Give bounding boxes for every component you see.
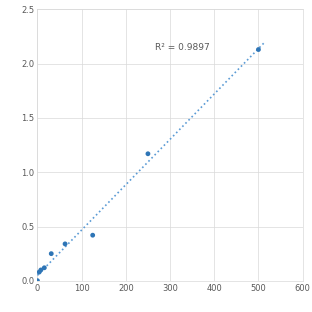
- Point: [256, 47, 261, 52]
- Point: [38, 267, 43, 272]
- Point: [37, 270, 42, 275]
- Point: [42, 265, 47, 270]
- Text: R² = 0.9897: R² = 0.9897: [154, 43, 209, 52]
- Point: [35, 278, 40, 283]
- Point: [90, 233, 95, 238]
- Point: [145, 151, 150, 156]
- Point: [63, 241, 68, 246]
- Point: [49, 251, 54, 256]
